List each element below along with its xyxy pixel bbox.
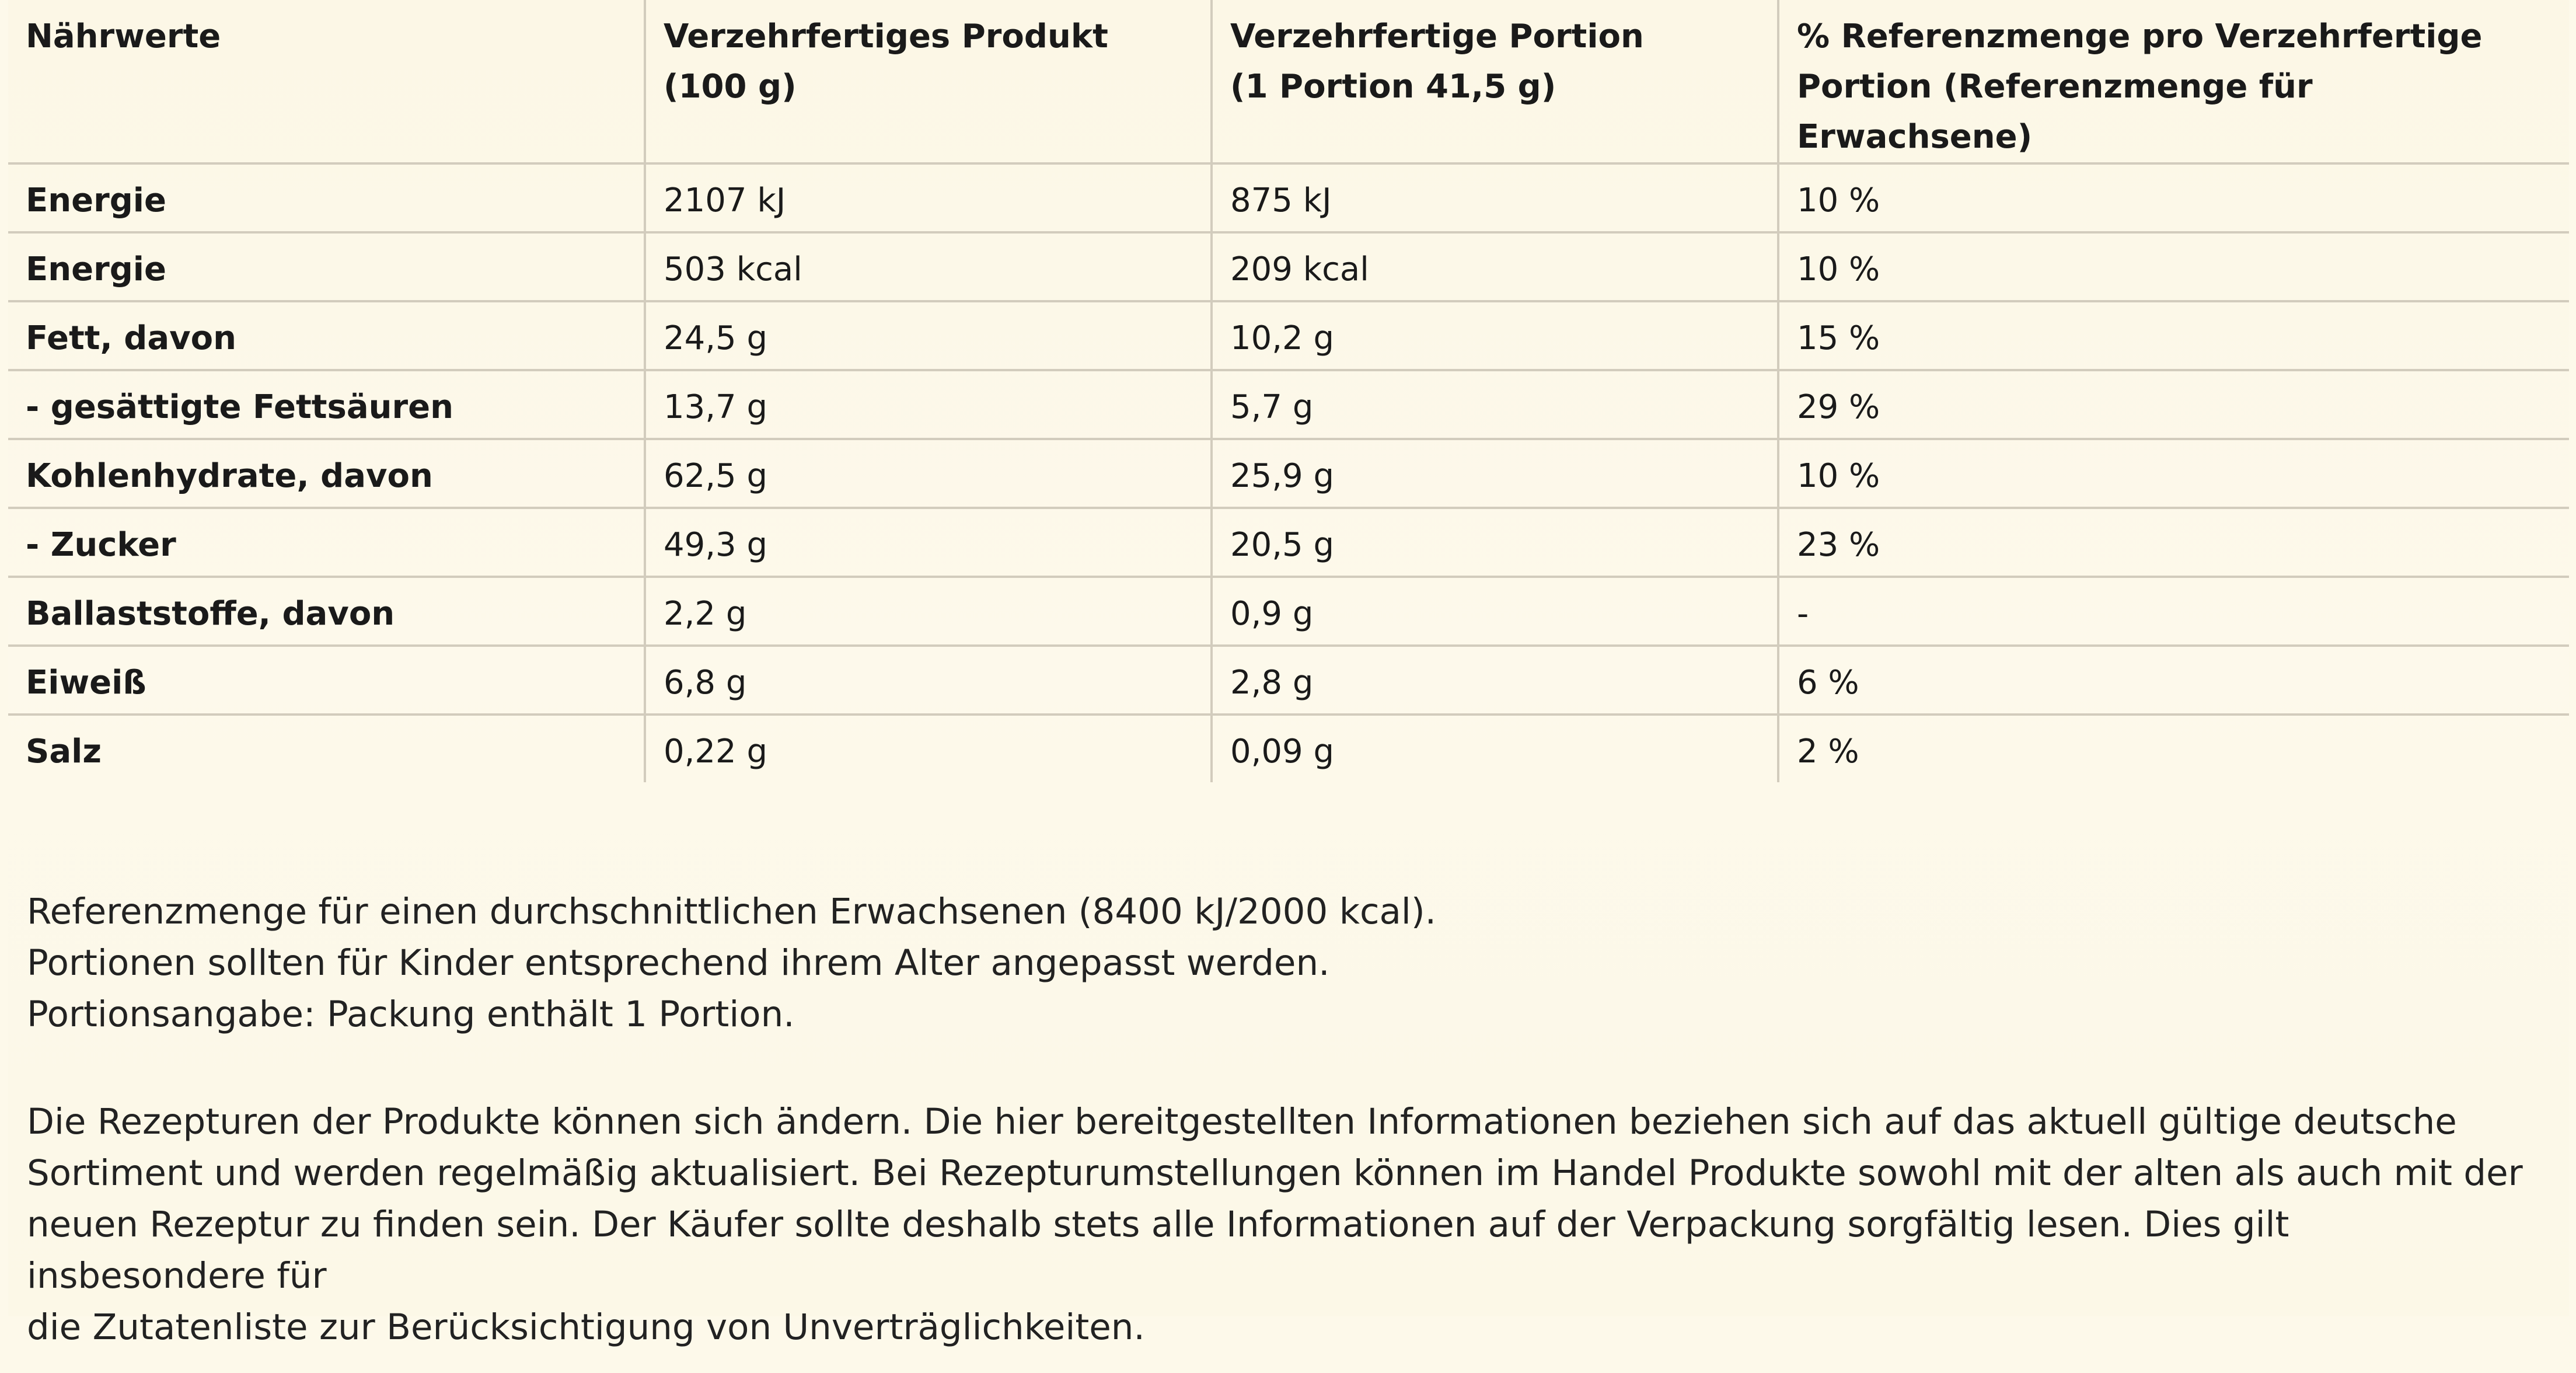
value-per-100g: 6,8 g <box>644 646 1212 716</box>
disclaimer-line: die Zutatenliste zur Berücksichtigung vo… <box>27 1306 1145 1348</box>
table-row: Energie 503 kcal 209 kcal 10 % <box>8 232 2569 302</box>
value-per-portion: 10,2 g <box>1210 301 1778 371</box>
value-reference-percent: 10 % <box>1777 232 2569 302</box>
value-reference-percent: 6 % <box>1777 646 2569 716</box>
row-label: Energie <box>8 232 645 302</box>
value-per-100g: 0,22 g <box>644 715 1212 782</box>
header-line: Verzehrfertige Portion <box>1230 18 1644 55</box>
header-line: Verzehrfertiges Produkt <box>664 18 1108 55</box>
row-label: Salz <box>26 733 102 771</box>
table-row: - gesättigte Fettsäuren 13,7 g 5,7 g 29 … <box>8 370 2569 440</box>
value-per-portion: 875 kJ <box>1210 163 1778 234</box>
value-per-100g: 2,2 g <box>644 577 1212 647</box>
header-line: (100 g) <box>664 68 797 106</box>
nutrition-table: Nährwerte Verzehrfertiges Produkt (100 g… <box>8 0 2569 782</box>
value-per-100g: 503 kcal <box>644 232 1212 302</box>
header-per-portion: Verzehrfertige Portion (1 Portion 41,5 g… <box>1210 0 1778 165</box>
value-per-100g: 49,3 g <box>644 508 1212 578</box>
value-per-portion: 209 kcal <box>1210 232 1778 302</box>
value-per-100g: 13,7 g <box>644 370 1212 440</box>
disclaimer-line: neuen Rezeptur zu finden sein. Der Käufe… <box>27 1204 2289 1297</box>
disclaimer-line: Sortiment und werden regelmäßig aktualis… <box>27 1152 2523 1194</box>
value-reference-percent: - <box>1777 577 2569 647</box>
note-line: Portionsangabe: Packung enthält 1 Portio… <box>27 994 795 1035</box>
value-per-portion: 25,9 g <box>1210 439 1778 509</box>
header-naehrwerte: Nährwerte <box>8 0 645 165</box>
table-header-row: Nährwerte Verzehrfertiges Produkt (100 g… <box>8 0 2569 165</box>
value-per-portion: 2,8 g <box>1210 646 1778 716</box>
row-label: Energie <box>8 163 645 234</box>
table-row: Salz 0,22 g 0,09 g 2 % <box>8 715 2569 782</box>
table-row: - Zucker 49,3 g 20,5 g 23 % <box>8 508 2569 578</box>
value-reference-percent: 29 % <box>1777 370 2569 440</box>
row-label: Fett, davon <box>8 301 645 371</box>
header-reference-percent: % Referenzmenge pro Verzehrfertige Porti… <box>1777 0 2569 165</box>
value-reference-percent: 15 % <box>1777 301 2569 371</box>
table-row: Fett, davon 24,5 g 10,2 g 15 % <box>8 301 2569 371</box>
table-row: Energie 2107 kJ 875 kJ 10 % <box>8 163 2569 234</box>
row-label: Kohlenhydrate, davon <box>8 439 645 509</box>
note-line: Referenzmenge für einen durchschnittlich… <box>27 891 1437 932</box>
table-row: Eiweiß 6,8 g 2,8 g 6 % <box>8 646 2569 716</box>
row-label: Eiweiß <box>8 646 645 716</box>
row-label: - Zucker <box>8 508 645 578</box>
value-reference-percent: 10 % <box>1777 163 2569 234</box>
header-line: Nährwerte <box>26 18 221 55</box>
disclaimer-line: Die Rezepturen der Produkte können sich … <box>27 1101 2457 1142</box>
header-line: Portion (Referenzmenge für Erwachsene) <box>1797 68 2313 156</box>
value-reference-percent: 23 % <box>1777 508 2569 578</box>
value-per-portion: 5,7 g <box>1210 370 1778 440</box>
value-per-100g: 24,5 g <box>644 301 1212 371</box>
table-row: Kohlenhydrate, davon 62,5 g 25,9 g 10 % <box>8 439 2569 509</box>
header-line: % Referenzmenge pro Verzehrfertige <box>1797 18 2483 55</box>
header-line: (1 Portion 41,5 g) <box>1230 68 1556 106</box>
recipe-disclaimer: Die Rezepturen der Produkte können sich … <box>27 1096 2536 1353</box>
value-per-portion: 20,5 g <box>1210 508 1778 578</box>
value-per-portion: 0,09 g <box>1210 715 1778 782</box>
table-row: Ballaststoffe, davon 2,2 g 0,9 g - <box>8 577 2569 647</box>
value-per-100g: 62,5 g <box>644 439 1212 509</box>
value-reference-percent: 2 % <box>1777 715 2569 782</box>
row-label: - gesättigte Fettsäuren <box>8 370 645 440</box>
header-per-100g: Verzehrfertiges Produkt (100 g) <box>644 0 1212 165</box>
note-line: Portionen sollten für Kinder entsprechen… <box>27 942 1330 984</box>
row-label: Ballaststoffe, davon <box>8 577 645 647</box>
value-per-portion: 0,9 g <box>1210 577 1778 647</box>
value-reference-percent: 10 % <box>1777 439 2569 509</box>
reference-notes: Referenzmenge für einen durchschnittlich… <box>27 886 2536 1040</box>
value-per-100g: 2107 kJ <box>644 163 1212 234</box>
